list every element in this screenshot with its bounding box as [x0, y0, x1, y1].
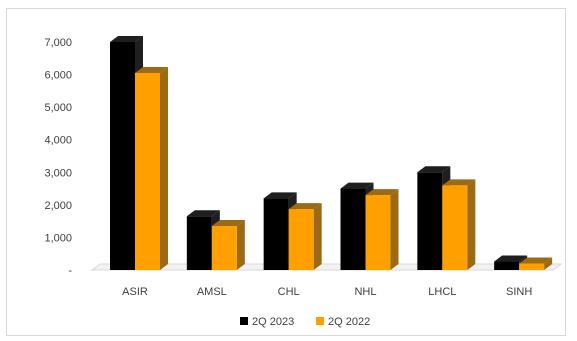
bar-front	[365, 195, 391, 270]
bar-front	[519, 263, 545, 270]
x-axis: ASIR AMSL CHL NHL LHCL SINH	[122, 286, 532, 298]
bars	[110, 36, 553, 270]
bar-front	[135, 72, 160, 270]
x-tick-label: AMSL	[197, 286, 227, 298]
bar-top	[288, 203, 322, 210]
bar-top	[211, 220, 245, 227]
legend-swatch	[316, 317, 324, 325]
bar-front	[110, 42, 135, 270]
bar-top	[263, 192, 297, 199]
bar-top	[417, 166, 451, 173]
bar-front	[211, 226, 237, 270]
bar-front	[263, 198, 289, 270]
bar-front	[417, 172, 443, 270]
legend: 2Q 2023 2Q 2022	[240, 316, 370, 328]
bar-front	[340, 188, 366, 270]
y-tick-label: 5,000	[44, 102, 72, 114]
legend-swatch	[240, 317, 248, 325]
y-axis: - 1,000 2,000 3,000 4,000 5,000 6,000 7,000	[44, 37, 72, 277]
y-tick-label: 1,000	[44, 232, 72, 244]
legend-item: 2Q 2022	[316, 316, 370, 328]
bar	[135, 66, 168, 270]
bar-side	[544, 257, 553, 270]
bar-top	[519, 257, 553, 264]
legend-label: 2Q 2023	[252, 316, 294, 328]
bar-top	[340, 182, 374, 189]
bar	[288, 203, 322, 270]
bar-side	[236, 220, 245, 270]
bar-top	[186, 210, 220, 217]
bar	[365, 189, 399, 270]
legend-label: 2Q 2022	[328, 316, 370, 328]
bar	[519, 257, 553, 270]
bar	[211, 220, 245, 270]
bar-top	[135, 66, 168, 73]
bar	[442, 179, 476, 270]
y-tick-label: 2,000	[44, 200, 72, 212]
bar-side	[467, 179, 476, 270]
x-tick-label: CHL	[278, 286, 300, 298]
x-tick-label: LHCL	[428, 286, 456, 298]
bar-top	[110, 36, 143, 42]
bar-side	[160, 66, 168, 270]
x-tick-label: NHL	[354, 286, 376, 298]
y-tick-label: 3,000	[44, 167, 72, 179]
bar-side	[390, 189, 399, 270]
bar-front	[494, 261, 520, 270]
bar-top	[494, 255, 528, 262]
x-tick-label: SINH	[506, 286, 532, 298]
y-tick-label: -	[68, 265, 72, 277]
bar-top	[365, 189, 399, 196]
bar-top	[442, 179, 476, 186]
bar-front	[288, 209, 314, 270]
legend-item: 2Q 2023	[240, 316, 294, 328]
x-tick-label: ASIR	[122, 286, 148, 298]
y-tick-label: 7,000	[44, 37, 72, 49]
y-tick-label: 6,000	[44, 70, 72, 82]
bar-front	[186, 216, 212, 270]
bar-front	[442, 185, 468, 270]
bar-side	[313, 203, 322, 270]
y-tick-label: 4,000	[44, 135, 72, 147]
